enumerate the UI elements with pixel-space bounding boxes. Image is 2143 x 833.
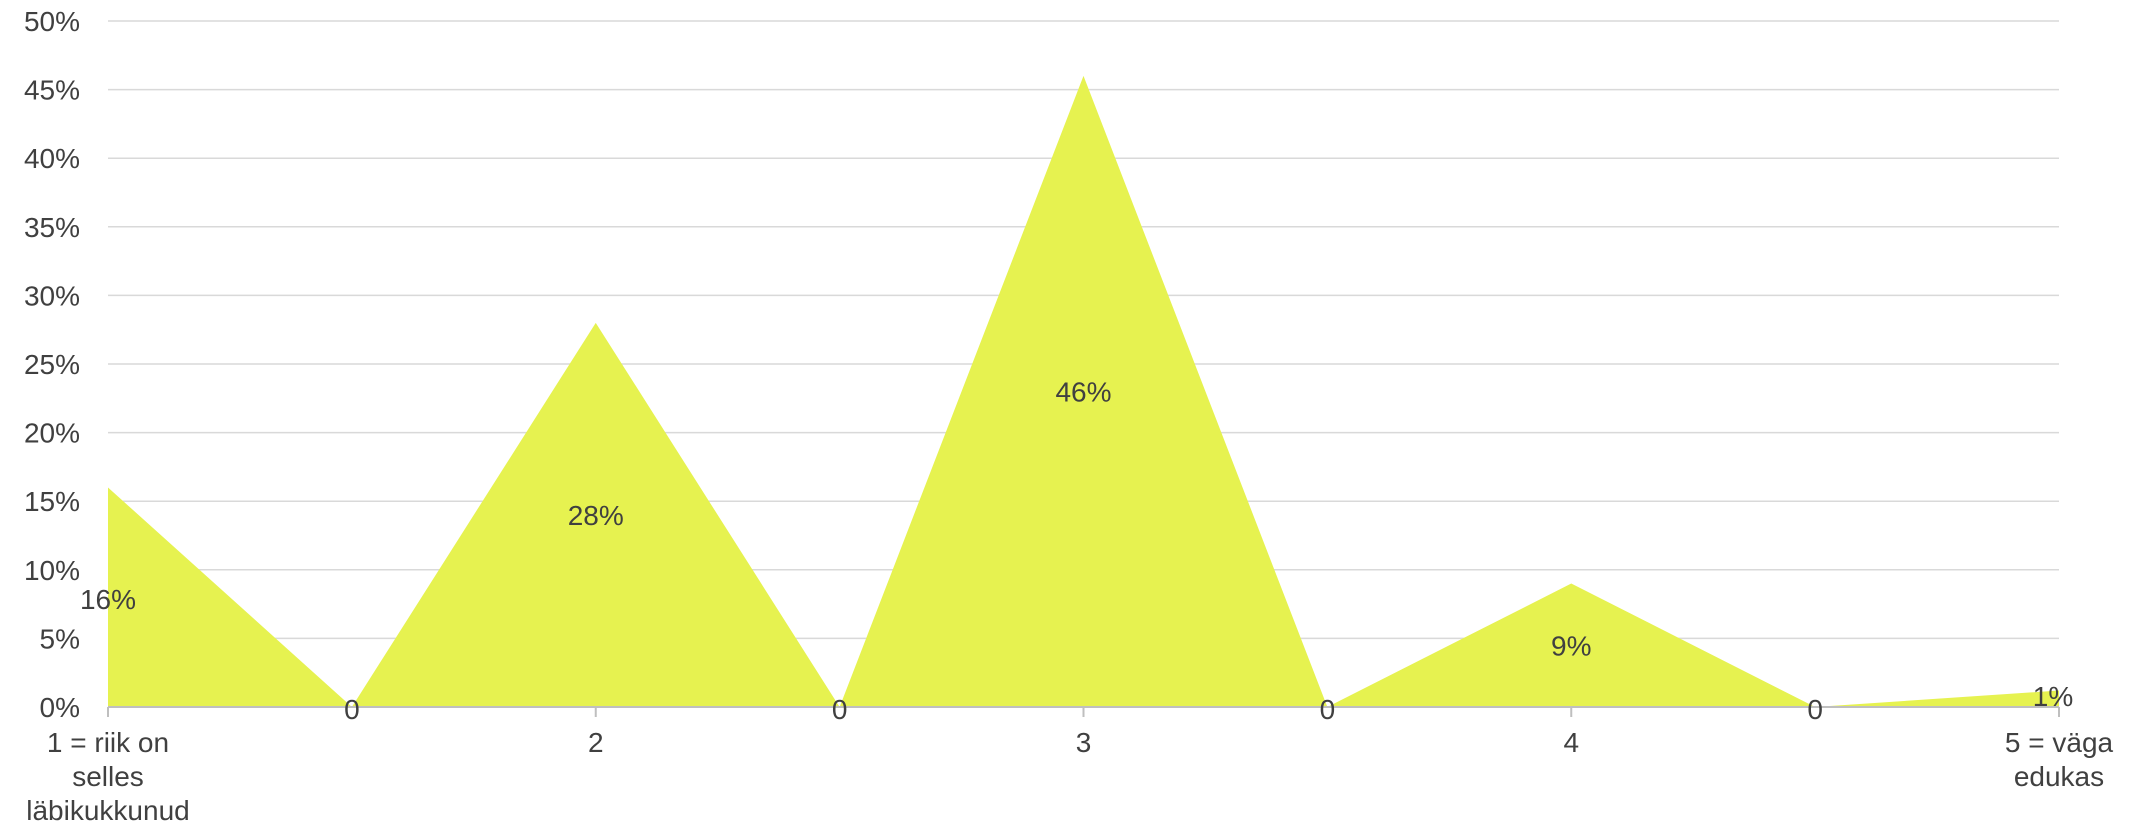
y-tick-label: 35% (24, 212, 80, 243)
x-tick-label: 4 (1563, 727, 1579, 758)
x-axis: 1 = riik on selles läbikukkunud 2 3 4 5 = väga… (26, 706, 2114, 826)
y-tick-label: 15% (24, 486, 80, 517)
data-label: 0 (832, 694, 848, 725)
y-tick-label: 20% (24, 418, 80, 449)
area-series (108, 75, 2059, 707)
data-label: 0 (1807, 694, 1823, 725)
y-tick-label: 40% (24, 143, 80, 174)
y-tick-label: 50% (24, 6, 80, 37)
x-tick-label: 2 (588, 727, 604, 758)
data-label: 28% (568, 500, 624, 531)
data-label: 9% (1551, 630, 1591, 661)
area-fill (108, 75, 2059, 707)
data-label: 0 (1320, 694, 1336, 725)
y-tick-label: 10% (24, 555, 80, 586)
y-axis: 0% 5% 10% 15% 20% 25% 30% 35% 40% 45% 50% (24, 6, 80, 723)
data-labels: 16% 0 28% 0 46% 0 9% 0 1% (80, 376, 2073, 725)
y-tick-label: 45% (24, 75, 80, 106)
y-tick-label: 0% (40, 692, 80, 723)
x-tick-label: 1 = riik on selles läbikukkunud (26, 727, 189, 826)
data-label: 1% (2033, 681, 2073, 712)
data-label: 46% (1055, 376, 1111, 407)
y-tick-label: 25% (24, 349, 80, 380)
x-tick-label: 5 = väga edukas (2005, 727, 2114, 792)
data-label: 0 (344, 694, 360, 725)
data-label: 16% (80, 584, 136, 615)
x-tick-label: 3 (1076, 727, 1092, 758)
y-tick-label: 5% (40, 623, 80, 654)
y-tick-label: 30% (24, 280, 80, 311)
